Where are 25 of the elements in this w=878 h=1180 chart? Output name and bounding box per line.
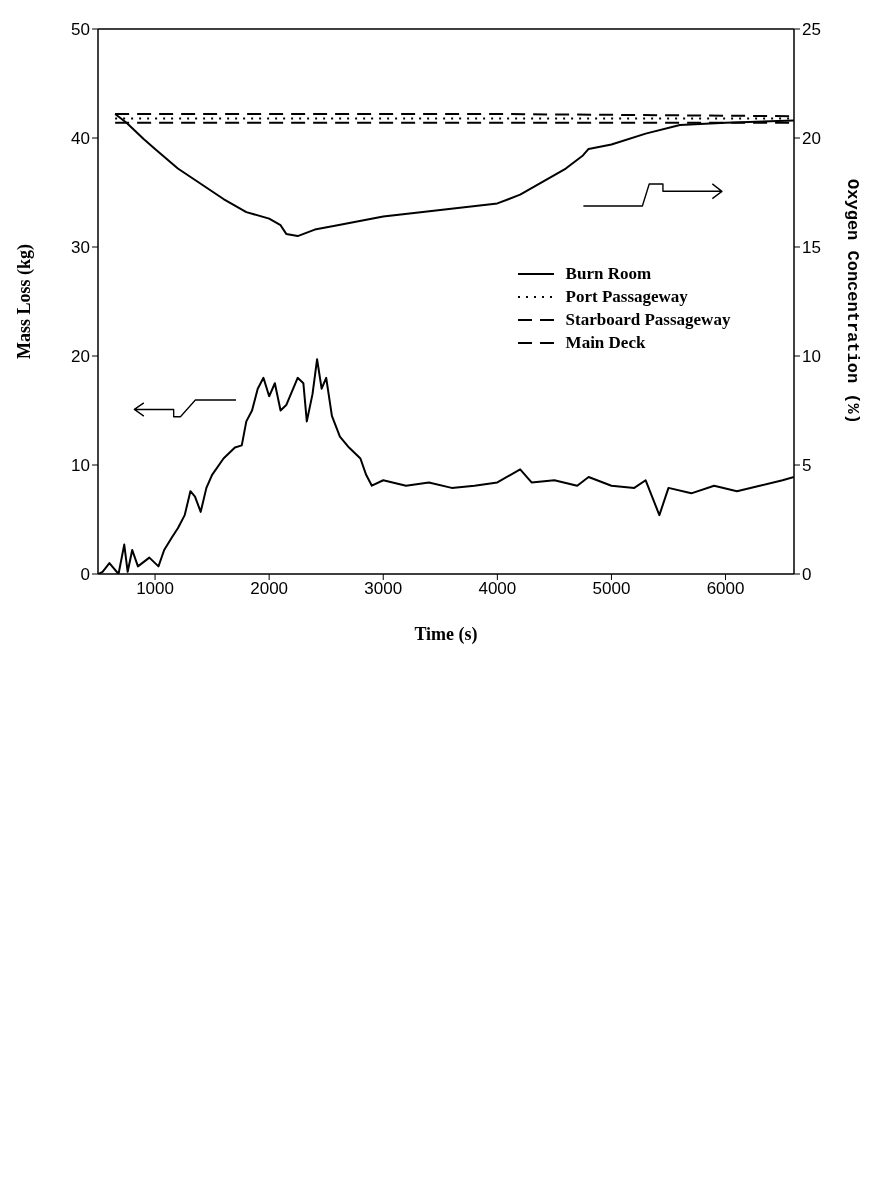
y2-tick-label: 5 [802, 456, 812, 476]
y2-tick-label: 0 [802, 565, 812, 585]
y2-tick-label: 25 [802, 20, 821, 40]
legend-label: Starboard Passageway [565, 310, 731, 331]
x-tick-label: 3000 [364, 579, 403, 599]
y-axis-title: Mass Loss (kg) [14, 243, 36, 360]
y-tick-label: 40 [71, 129, 90, 149]
y-tick-label: 0 [80, 565, 90, 585]
x-tick-label: 4000 [478, 579, 517, 599]
x-tick-label: 1000 [136, 579, 174, 599]
x-tick-label: 2000 [250, 579, 289, 599]
legend-label: Main Deck [565, 333, 646, 354]
y-tick-label: 20 [71, 347, 90, 367]
y2-tick-label: 15 [802, 238, 821, 258]
legend-label: Port Passageway [565, 287, 688, 308]
y2-tick-label: 10 [802, 347, 821, 367]
y-tick-label: 10 [71, 456, 90, 476]
y-tick-label: 50 [71, 20, 90, 40]
y2-axis-title: Oxygen Concentration (%) [842, 179, 862, 424]
y-tick-label: 30 [71, 238, 90, 258]
x-axis-title: Time (s) [414, 624, 478, 645]
x-tick-label: 5000 [592, 579, 631, 599]
legend-label: Burn Room [565, 264, 652, 285]
y2-tick-label: 20 [802, 129, 821, 149]
x-tick-label: 6000 [706, 579, 745, 599]
